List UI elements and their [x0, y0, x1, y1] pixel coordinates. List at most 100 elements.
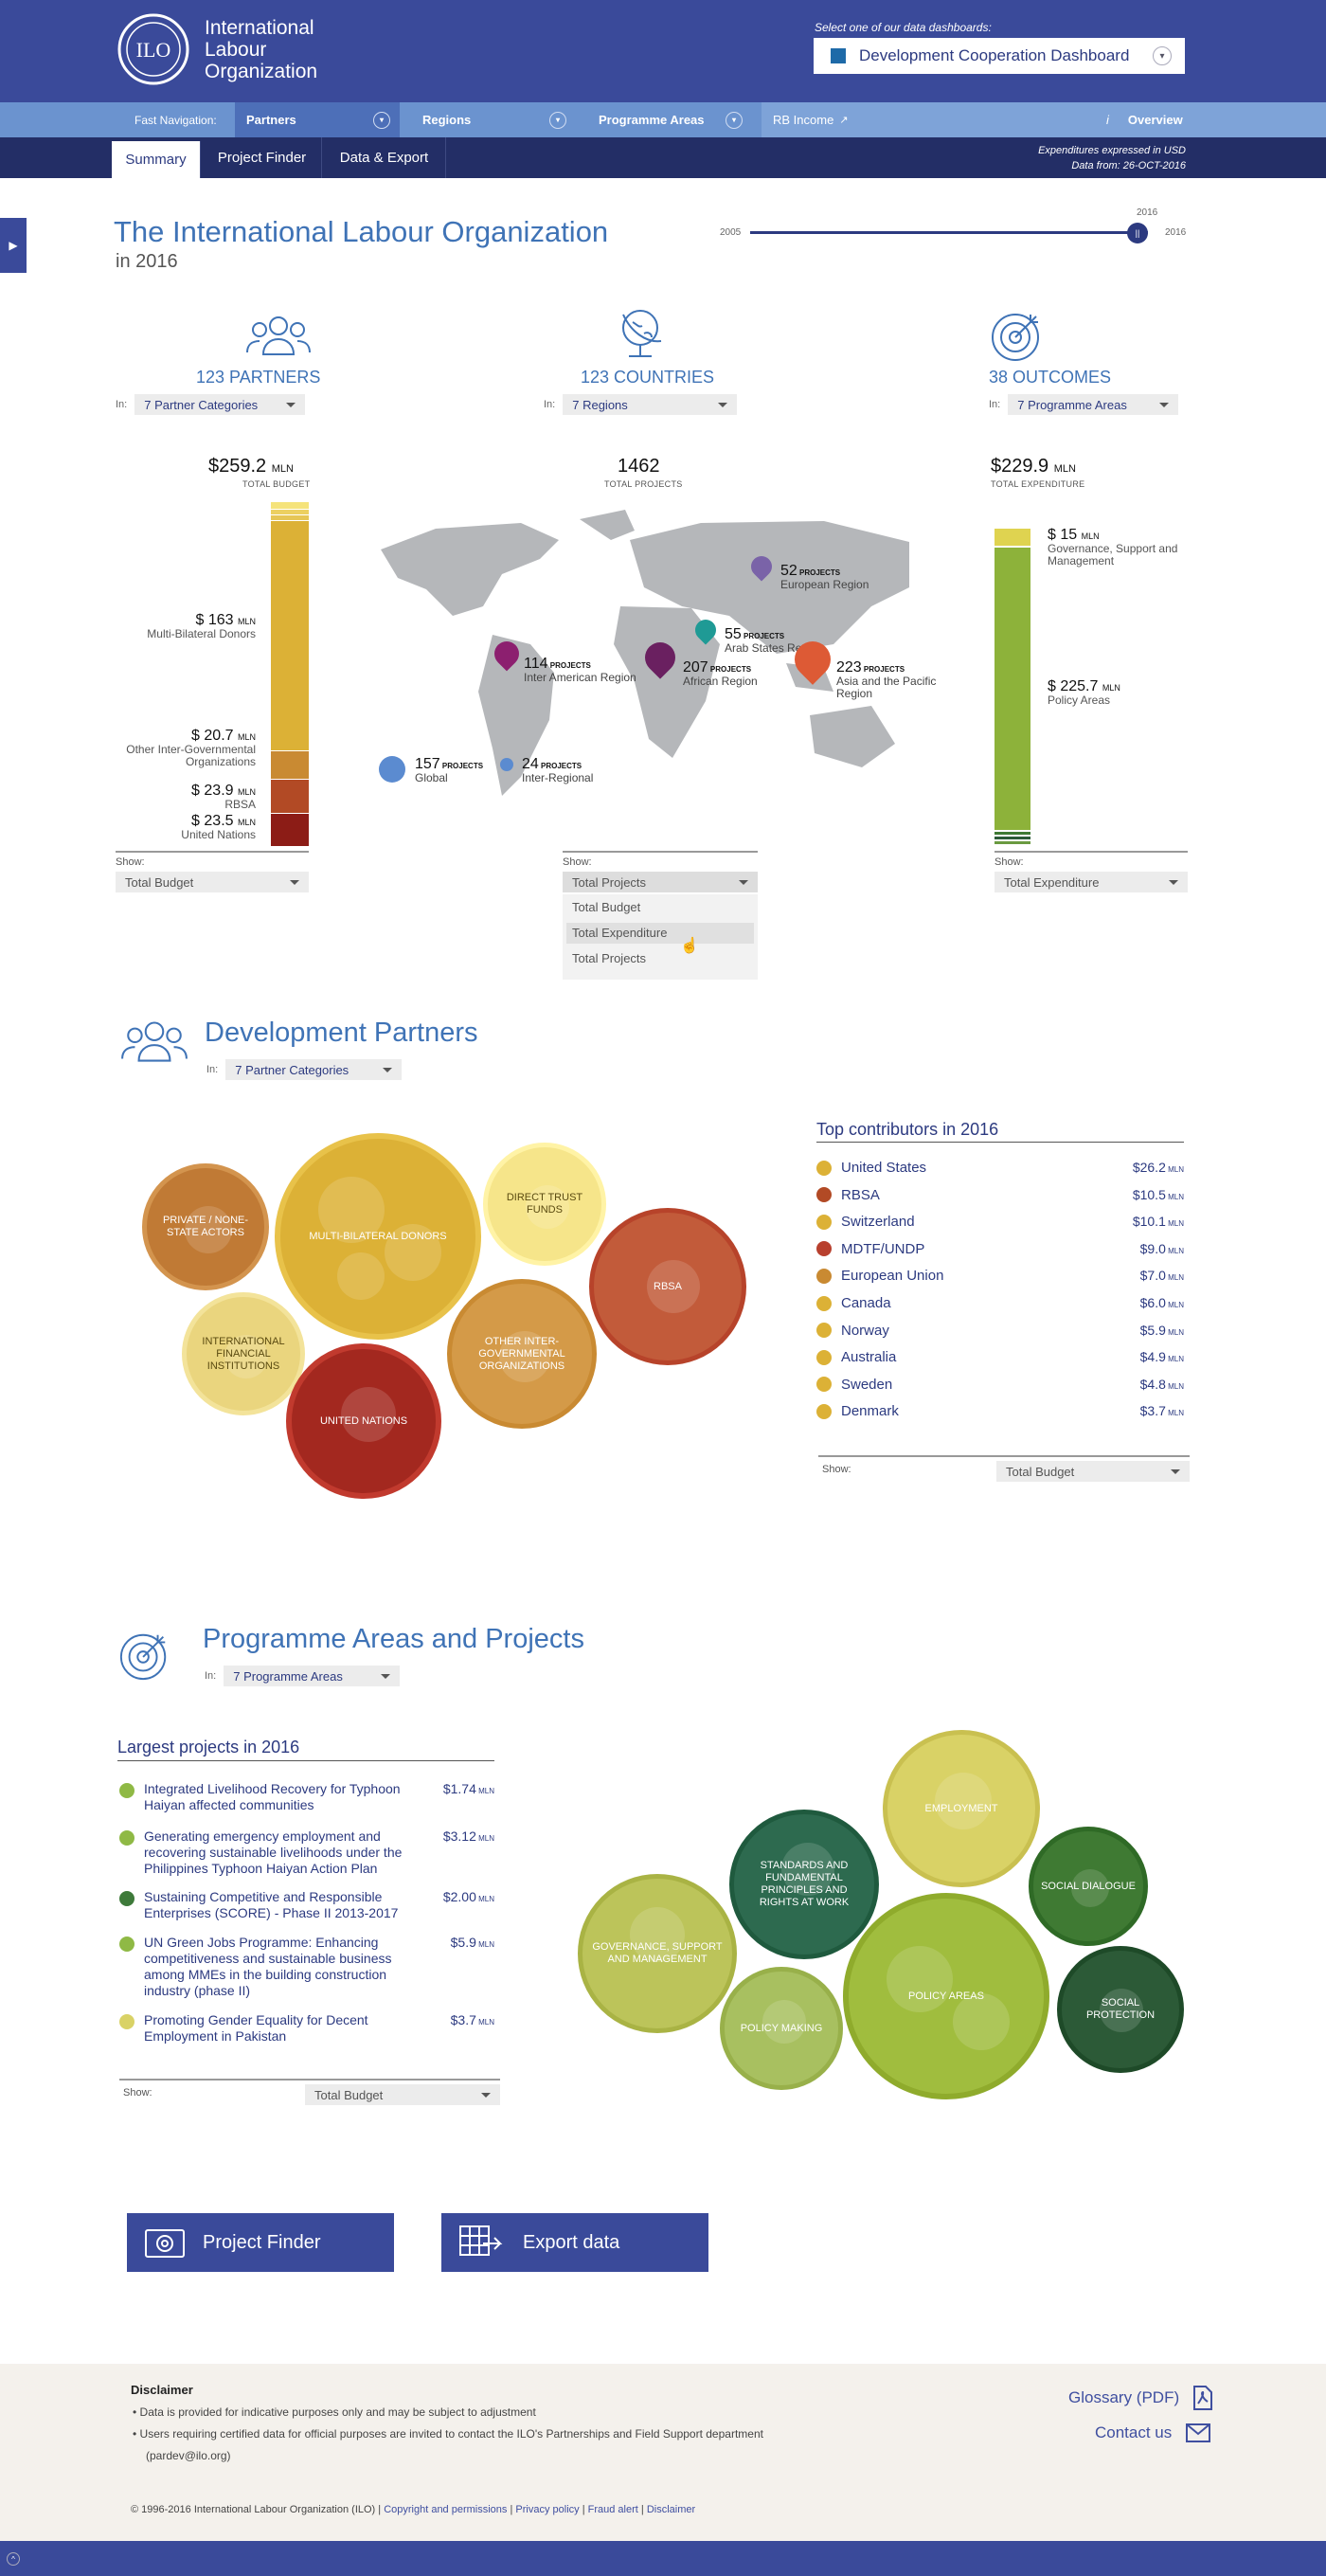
glossary-link[interactable]: Glossary (PDF)	[1068, 2385, 1213, 2411]
programme-section-select[interactable]: 7 Programme Areas	[224, 1666, 401, 1686]
ilo-logo[interactable]: ILO International Labour Organization	[112, 11, 317, 87]
map-pin-marker[interactable]	[379, 756, 405, 783]
bubble-rbsa[interactable]: RBSA	[589, 1208, 746, 1365]
unit: MLN	[1165, 1381, 1184, 1391]
total-projects-caption: TOTAL PROJECTS	[604, 479, 683, 489]
fast-navigation: Fast Navigation: Partners ▾ Regions ▾ Prog…	[0, 102, 1326, 137]
chevron-down-icon	[286, 402, 296, 407]
budget-bar-segment[interactable]	[271, 750, 309, 781]
budget-bar-segment[interactable]	[271, 780, 309, 814]
bubble-policy-areas[interactable]: POLICY AREAS	[843, 1893, 1049, 2099]
nav-regions[interactable]: Regions ▾	[411, 102, 576, 137]
year-slider[interactable]: ||	[750, 223, 1148, 243]
project-finder-button[interactable]: Project Finder	[127, 2213, 394, 2272]
bubble-multi-bilateral[interactable]: MULTI-BILATERAL DONORS	[275, 1133, 481, 1340]
nav-programme-areas[interactable]: Programme Areas ▾	[587, 102, 752, 137]
contributor-row[interactable]: European Union	[816, 1268, 943, 1284]
expenditure-bar-minor-segment[interactable]	[994, 837, 1030, 840]
contributor-row[interactable]: Canada	[816, 1295, 891, 1311]
project-name[interactable]: Generating emergency employment and reco…	[144, 1828, 403, 1876]
bubble-social-protection[interactable]: SOCIAL PROTECTION	[1057, 1946, 1184, 2073]
budget-bar-minor-segment[interactable]	[271, 515, 309, 521]
disclaimer-text: • Data is provided for indicative purpos…	[133, 2402, 871, 2467]
project-name[interactable]: Integrated Livelihood Recovery for Typho…	[144, 1781, 401, 1812]
partners-section-select[interactable]: 7 Partner Categories	[225, 1059, 403, 1080]
tab-data-export[interactable]: Data & Export	[323, 137, 446, 178]
map-show-select[interactable]: Total Projects	[563, 872, 758, 892]
budget-bar-segment[interactable]	[271, 521, 309, 751]
contributor-amount: $4.9 MLN	[1070, 1349, 1184, 1364]
bubble-social-dialogue[interactable]: SOCIAL DIALOGUE	[1029, 1827, 1148, 1946]
budget-bar-segment[interactable]	[271, 814, 309, 847]
map-show-dropdown: Total Budget Total Expenditure Total Pro…	[563, 894, 758, 980]
projects-show-select[interactable]: Total Budget	[305, 2084, 500, 2105]
fraud-alert-link[interactable]: Fraud alert	[587, 2504, 638, 2515]
tab-project-finder[interactable]: Project Finder	[203, 137, 322, 178]
partners-filter-select[interactable]: 7 Partner Categories	[134, 394, 306, 415]
chevron-down-icon[interactable]: ▾	[549, 111, 566, 129]
side-panel-toggle[interactable]: ▶	[0, 218, 27, 273]
bubble-direct-trust[interactable]: DIRECT TRUST FUNDS	[483, 1143, 606, 1266]
project-name[interactable]: Promoting Gender Equality for Decent Emp…	[144, 2012, 368, 2044]
contributor-row[interactable]: RBSA	[816, 1187, 880, 1203]
bubble-standards[interactable]: STANDARDS AND FUNDAMENTAL PRINCIPLES AND…	[729, 1810, 879, 1959]
project-name[interactable]: UN Green Jobs Programme: Enhancing compe…	[144, 1935, 392, 1998]
expenditure-bar-segment[interactable]	[994, 547, 1030, 832]
contributor-color-dot	[816, 1187, 832, 1203]
unit: MLN	[1165, 1246, 1184, 1255]
bubble-employment[interactable]: EMPLOYMENT	[883, 1730, 1040, 1887]
slider-handle[interactable]: ||	[1127, 223, 1148, 243]
project-color-dot	[119, 1937, 134, 1952]
select-value: 7 Regions	[572, 397, 628, 412]
bubble-private-actors[interactable]: PRIVATE / NONE-STATE ACTORS	[142, 1163, 269, 1290]
scroll-top-icon[interactable]: ^	[7, 2552, 20, 2566]
dashboard-select[interactable]: Development Cooperation Dashboard ▾	[814, 38, 1185, 74]
contributor-amount: $3.7 MLN	[1070, 1403, 1184, 1418]
bubble-governance[interactable]: GOVERNANCE, SUPPORT AND MANAGEMENT	[578, 1874, 737, 2033]
contributor-row[interactable]: Switzerland	[816, 1214, 915, 1230]
budget-show-select[interactable]: Total Budget	[116, 872, 309, 892]
disclaimer-link[interactable]: Disclaimer	[646, 2504, 696, 2515]
filter-label: In:	[989, 399, 1001, 410]
dropdown-option[interactable]: Total Expenditure	[566, 923, 754, 944]
areas-filter-select[interactable]: 7 Programme Areas	[1008, 394, 1179, 415]
expenditure-bar-minor-segment[interactable]	[994, 841, 1030, 845]
nav-partners[interactable]: Partners ▾	[235, 102, 400, 137]
expenditure-show-select[interactable]: Total Expenditure	[994, 872, 1188, 892]
budget-bar-minor-segment[interactable]	[271, 510, 309, 515]
expenditure-bar-segment[interactable]	[994, 529, 1030, 548]
contributor-row[interactable]: MDTF/UNDP	[816, 1241, 924, 1257]
nav-rb-income[interactable]: RB Income ↗	[762, 102, 1326, 137]
bubble-other-igo[interactable]: OTHER INTER-GOVERNMENTAL ORGANIZATIONS	[447, 1279, 597, 1429]
copyright-link[interactable]: Copyright and permissions	[384, 2504, 508, 2515]
contributor-row[interactable]: Norway	[816, 1323, 889, 1339]
contributor-color-dot	[816, 1214, 832, 1230]
pin-count: 157	[415, 756, 440, 772]
contributor-row[interactable]: United States	[816, 1160, 926, 1176]
select-value: Total Expenditure	[1004, 874, 1100, 890]
chevron-down-icon[interactable]: ▾	[1153, 46, 1172, 65]
expenditure-bar-minor-segment[interactable]	[994, 832, 1030, 836]
map-pin-marker[interactable]	[500, 758, 513, 771]
bubble-policy-making[interactable]: POLICY MAKING	[720, 1967, 843, 2090]
contact-link[interactable]: Contact us	[1095, 2423, 1211, 2443]
budget-bar-minor-segment[interactable]	[271, 502, 309, 510]
contributor-row[interactable]: Australia	[816, 1349, 896, 1365]
privacy-link[interactable]: Privacy policy	[515, 2504, 580, 2515]
export-data-button[interactable]: Export data	[441, 2213, 708, 2272]
dropdown-option[interactable]: Total Projects	[572, 951, 647, 965]
bubble-financial-institutions[interactable]: INTERNATIONAL FINANCIAL INSTITUTIONS	[182, 1292, 305, 1415]
partners-filter: In: 7 Partner Categories	[116, 394, 306, 415]
project-name[interactable]: Sustaining Competitive and Responsible E…	[144, 1889, 399, 1920]
nav-overview[interactable]: i Overview	[1106, 102, 1183, 137]
contributors-show-select[interactable]: Total Budget	[996, 1461, 1190, 1482]
bubble-united-nations[interactable]: UNITED NATIONS	[286, 1343, 441, 1499]
chevron-down-icon[interactable]: ▾	[373, 111, 390, 129]
tab-summary[interactable]: Summary	[112, 141, 201, 178]
chevron-down-icon[interactable]: ▾	[726, 111, 743, 129]
unit: MLN	[1165, 1355, 1184, 1364]
regions-filter-select[interactable]: 7 Regions	[563, 394, 738, 415]
contributor-row[interactable]: Denmark	[816, 1403, 899, 1419]
contributor-row[interactable]: Sweden	[816, 1377, 892, 1393]
dropdown-option[interactable]: Total Budget	[572, 900, 641, 914]
